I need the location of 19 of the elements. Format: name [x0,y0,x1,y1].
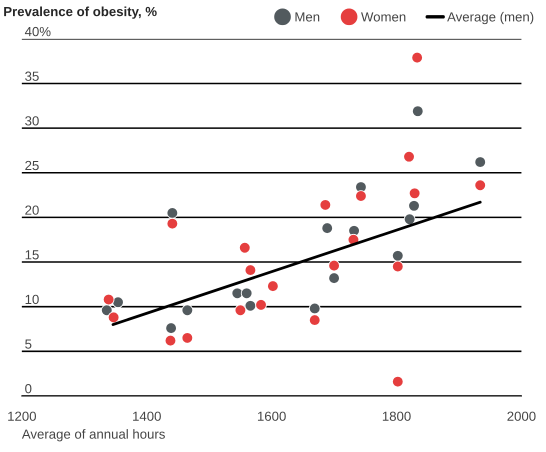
y-tick-label: 25 [25,160,39,170]
y-tick-label: 40% [24,26,51,36]
legend-label: Average (men) [447,12,534,24]
chart-title: Prevalence of obesity, % [4,6,157,19]
y-tick-label: 35 [25,72,39,81]
y-tick-label: 30 [25,116,39,126]
legend-label: Men [295,12,320,22]
y-tick-label: 15 [26,250,39,260]
y-tick-label: 0 [25,384,32,394]
legend-label: Women [361,12,406,22]
x-axis-title: Average of annual hours [22,429,165,442]
y-tick-label: 10 [26,294,39,304]
x-tick-label: 1400 [133,412,161,421]
x-tick-label: 1600 [258,412,286,421]
x-tick-label: 1200 [8,412,36,421]
y-tick-label: 5 [25,340,32,349]
y-tick-label: 20 [25,205,39,215]
x-tick-label: 2000 [507,412,536,421]
x-tick-label: 1800 [382,412,411,421]
